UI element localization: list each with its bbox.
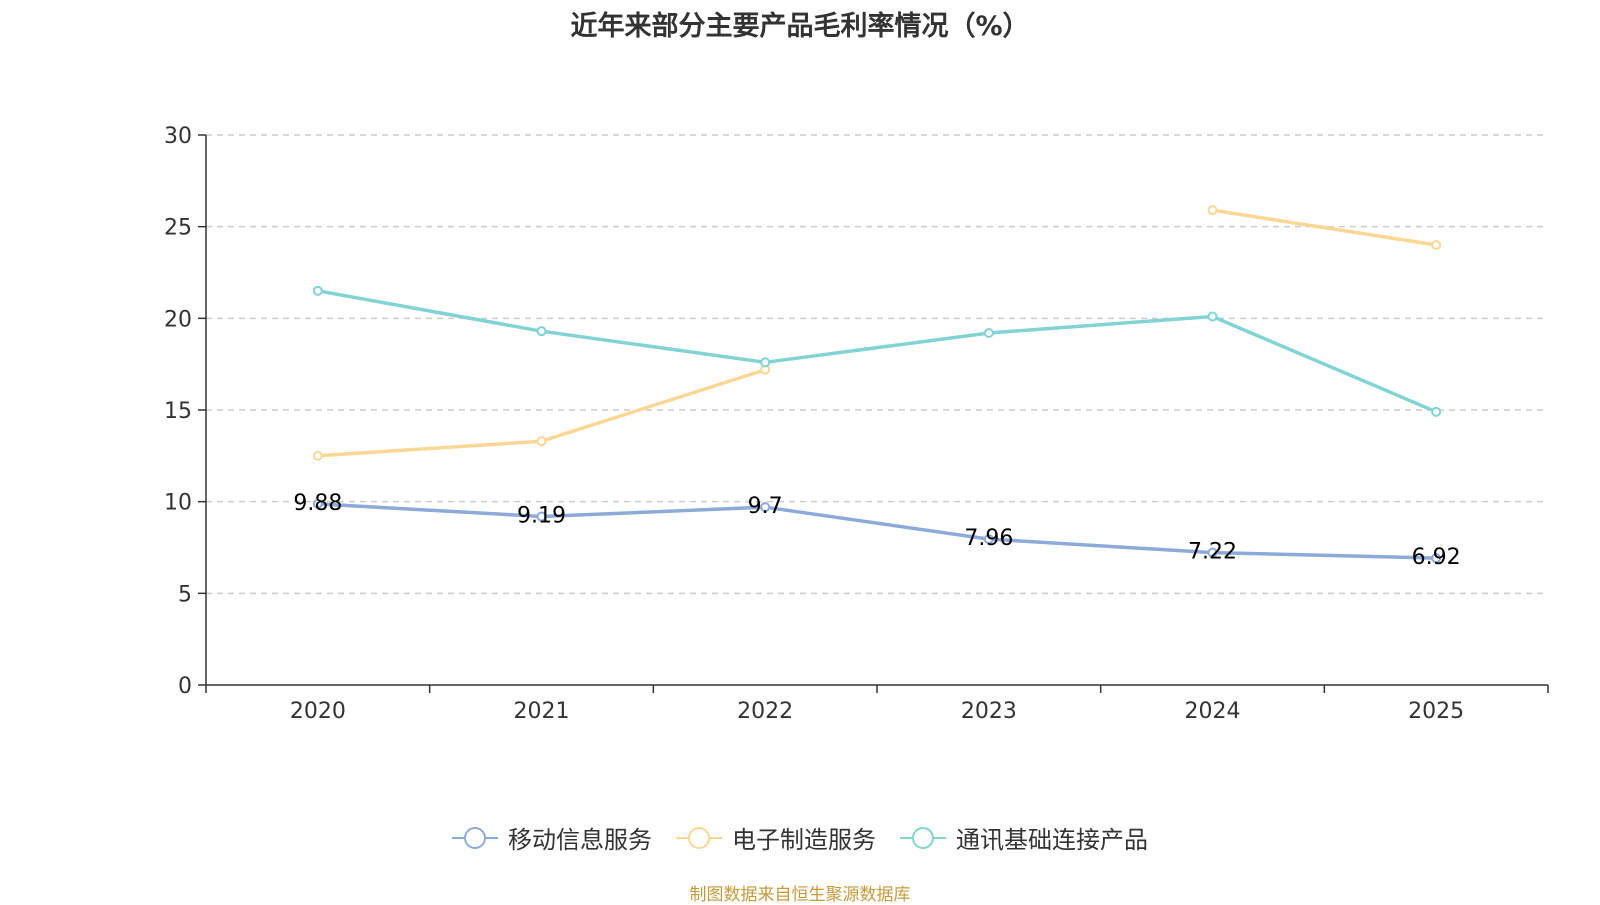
series-line — [317, 502, 1437, 560]
legend-item-connectivity[interactable]: 通讯基础连接产品 — [900, 820, 1148, 855]
data-point — [1431, 406, 1442, 417]
series-line — [317, 289, 1437, 414]
data-point — [536, 511, 547, 522]
x-tick-label: 2023 — [961, 699, 1017, 724]
data-label: 7.96 — [964, 526, 1013, 551]
data-point — [760, 357, 771, 368]
data-label: 9.88 — [293, 491, 342, 516]
legend-line-circle-icon — [676, 826, 722, 849]
legend-item-mobile-info[interactable]: 移动信息服务 — [452, 820, 652, 855]
data-label: 7.22 — [1188, 540, 1237, 565]
data-point — [1207, 205, 1218, 216]
data-point — [312, 450, 323, 461]
y-tick-label: 25 — [164, 216, 192, 241]
legend-label: 通讯基础连接产品 — [956, 826, 1148, 854]
data-point — [983, 328, 994, 338]
y-tick-label: 5 — [178, 582, 192, 607]
x-tick-label: 2024 — [1185, 699, 1241, 724]
y-tick-label: 10 — [164, 491, 192, 516]
data-point — [1207, 311, 1218, 322]
x-tick-label: 2022 — [737, 699, 793, 724]
data-point — [312, 285, 323, 296]
data-point — [536, 436, 547, 447]
chart-title: 近年来部分主要产品毛利率情况（%） — [570, 11, 1030, 42]
legend-line-circle-icon — [900, 826, 946, 849]
data-point — [536, 326, 547, 337]
x-tick-label: 2025 — [1408, 699, 1464, 724]
data-point — [1207, 547, 1218, 558]
data-point — [983, 534, 994, 545]
legend-item-ems[interactable]: 电子制造服务 — [676, 820, 876, 855]
legend: 移动信息服务 电子制造服务 通讯基础连接产品 — [0, 820, 1600, 855]
series-line — [1212, 208, 1437, 247]
y-tick-label: 15 — [164, 399, 192, 424]
series-lines — [312, 205, 1442, 564]
data-label: 9.19 — [517, 504, 566, 529]
legend-label: 电子制造服务 — [732, 826, 876, 854]
data-label: 9.7 — [748, 494, 783, 519]
x-tick-label: 2021 — [514, 699, 570, 724]
legend-line-circle-icon — [452, 826, 498, 849]
data-point — [1431, 553, 1442, 564]
y-tick-label: 20 — [164, 307, 192, 332]
data-point — [312, 498, 323, 509]
data-point — [1431, 240, 1442, 250]
data-labels: 9.88 9.19 9.7 7.96 7.22 6.92 — [293, 491, 1460, 570]
y-tick-label: 30 — [164, 124, 192, 149]
gridlines — [206, 134, 1548, 595]
x-tick-label: 2020 — [290, 699, 346, 724]
y-tick-label: 0 — [178, 674, 192, 699]
source-note: 制图数据来自恒生聚源数据库 — [689, 885, 911, 905]
legend-label: 移动信息服务 — [508, 826, 652, 854]
data-label: 6.92 — [1412, 545, 1461, 570]
data-point — [760, 502, 771, 513]
